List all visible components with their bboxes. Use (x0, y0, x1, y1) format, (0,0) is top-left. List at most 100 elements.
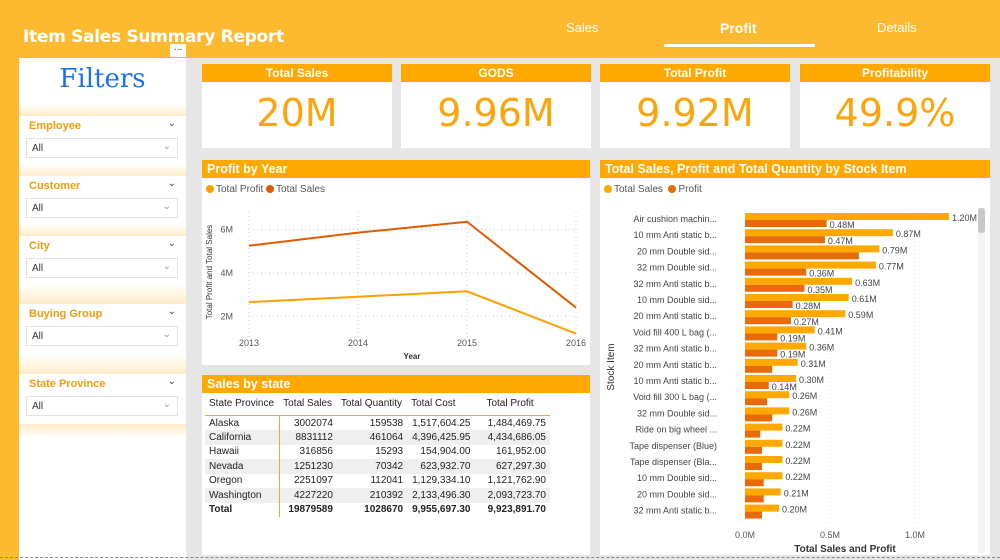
category-label: 20 mm Anti static b... (633, 311, 717, 321)
column-header[interactable]: Total Profit (474, 396, 550, 416)
scrollbar-thumb[interactable] (978, 208, 985, 233)
data-label-profit: 0.47M (828, 236, 853, 246)
column-header[interactable]: Total Quantity (336, 396, 408, 416)
legend-dot-icon (668, 185, 677, 193)
value-cell: 627,297.30 (474, 459, 550, 474)
data-label-sales: 0.22M (785, 456, 810, 466)
category-label: 32 mm Double sid... (637, 263, 717, 273)
card-title: Profitability (800, 64, 990, 82)
bar-profit (745, 398, 768, 406)
data-label-sales: 1.20M (952, 213, 977, 223)
legend-item-total-sales[interactable]: Total Sales (604, 184, 663, 195)
active-tab-indicator (664, 44, 815, 47)
y-tick-label: 2M (220, 311, 233, 321)
legend-item-total-profit[interactable]: Total Profit (206, 184, 263, 195)
value-cell: 461064 (336, 430, 408, 445)
state-cell: Total (205, 502, 280, 517)
chevron-down-icon: ⌄ (162, 399, 171, 410)
bar-total-sales (745, 229, 893, 237)
bar-profit (745, 236, 825, 244)
chevron-down-icon[interactable]: ⌄ (167, 238, 176, 249)
category-label: Tape dispenser (Blue) (629, 441, 717, 451)
employee-dropdown[interactable]: All ⌄ (26, 138, 178, 158)
table-row[interactable]: Washington 4227220 210392 2,133,496.30 2,093… (205, 488, 550, 503)
value-cell: 1,121,762.90 (487, 475, 546, 487)
tab-details[interactable]: Details (877, 20, 917, 35)
kpi-card-profitability[interactable]: Profitability 49.9% (800, 64, 990, 148)
state-province-dropdown[interactable]: All ⌄ (26, 396, 178, 416)
sales-by-state-table: Sales by state State Province Total Sale… (202, 375, 590, 555)
slicer-divider (19, 104, 186, 116)
category-label: Void fill 400 L bag (... (633, 327, 717, 337)
city-dropdown[interactable]: All ⌄ (26, 258, 178, 278)
page-boundary (0, 557, 1000, 558)
data-label-sales: 0.20M (782, 505, 807, 515)
x-tick-label: 2015 (457, 338, 477, 348)
state-cell: Hawaii (205, 444, 280, 459)
bar-total-sales (745, 407, 790, 415)
bar-total-sales (745, 294, 849, 301)
kpi-card-total-sales[interactable]: Total Sales 20M (202, 64, 392, 148)
chart-scrollbar[interactable] (978, 208, 985, 553)
data-label-sales: 0.21M (784, 488, 809, 498)
table-row[interactable]: Alaska 3002074 159538 1,517,604.25 1,484,469… (205, 415, 550, 430)
stock-item-bar-chart[interactable]: Total Sales, Profit and Total Quantity b… (600, 160, 990, 555)
slicer-divider (19, 164, 186, 176)
value-cell: 159538 (369, 417, 404, 429)
column-header[interactable]: Total Sales (279, 396, 337, 416)
tab-sales[interactable]: Sales (566, 20, 599, 35)
data-label-sales: 0.41M (818, 326, 843, 336)
customer-dropdown[interactable]: All ⌄ (26, 198, 178, 218)
kpi-card-total-profit[interactable]: Total Profit 9.92M (600, 64, 790, 148)
value-cell: 210392 (336, 488, 408, 503)
chevron-down-icon[interactable]: ⌄ (167, 376, 176, 387)
table-total-row[interactable]: Total 19879589 1028670 9,955,697.30 9,923,89… (205, 502, 550, 517)
bar-profit (745, 414, 773, 422)
slicer-buying-group: Buying Group ⌄ All ⌄ (21, 304, 184, 354)
table-row[interactable]: Oregon 2251097 112041 1,129,334.10 1,121,762… (205, 473, 550, 488)
value-cell: 3002074 (293, 417, 333, 429)
value-cell: 2,133,496.30 (407, 488, 475, 503)
profit-by-year-chart[interactable]: Profit by Year Total Profit Total Sales … (202, 160, 590, 365)
bar-profit (745, 495, 764, 503)
legend-dot-icon (206, 185, 214, 193)
value-cell: 1,517,604.25 (412, 417, 471, 429)
legend-item-total-sales[interactable]: Total Sales (266, 184, 325, 195)
kpi-card-gods[interactable]: GODS 9.96M (401, 64, 591, 148)
value-cell: 9,923,891.70 (487, 504, 546, 516)
more-options-button[interactable]: ... (170, 44, 186, 57)
table-row[interactable]: California 8831112 461064 4,396,425.95 4,434… (205, 430, 550, 445)
column-header[interactable]: State Province (205, 396, 280, 416)
value-cell: 1,129,334.10 (412, 475, 471, 487)
slicer-divider (19, 284, 186, 304)
left-accent-strip (0, 58, 19, 560)
x-axis-title: Year (404, 352, 421, 361)
x-tick-label: 2013 (239, 338, 259, 348)
category-label: Void fill 300 L bag (... (633, 392, 717, 402)
table-row[interactable]: Hawaii 316856 15293 154,904.00 161,952.00 (205, 444, 550, 459)
legend-item-profit[interactable]: Profit (668, 184, 702, 195)
bar-total-sales (745, 310, 846, 318)
chevron-down-icon[interactable]: ⌄ (167, 178, 176, 189)
legend-label: Total Profit (216, 184, 264, 195)
chevron-down-icon: ⌄ (162, 261, 171, 272)
table-row[interactable]: Nevada 1251230 70342 623,932.70 627,297.30 (205, 459, 550, 474)
bar-total-sales (745, 375, 796, 382)
card-value: 9.96M (437, 91, 555, 135)
tab-profit[interactable]: Profit (720, 20, 757, 36)
legend-label: Total Sales (276, 184, 325, 195)
data-label-sales: 0.26M (792, 391, 817, 401)
data-label-profit: 0.35M (808, 285, 833, 295)
column-header[interactable]: Total Cost (407, 396, 475, 416)
slicer-employee: Employee ⌄ All ⌄ (21, 116, 184, 164)
chevron-down-icon[interactable]: ⌄ (167, 118, 176, 129)
value-cell: 70342 (336, 459, 408, 474)
chevron-down-icon[interactable]: ⌄ (167, 306, 176, 317)
buying-group-dropdown[interactable]: All ⌄ (26, 326, 178, 346)
slicer-divider (19, 224, 186, 236)
x-axis-title: Total Sales and Profit (794, 544, 896, 555)
category-label: Air cushion machin... (633, 214, 717, 224)
value-cell: 623,932.70 (407, 459, 475, 474)
x-tick-label: 0.0M (735, 530, 755, 540)
bar-total-sales (745, 326, 815, 334)
